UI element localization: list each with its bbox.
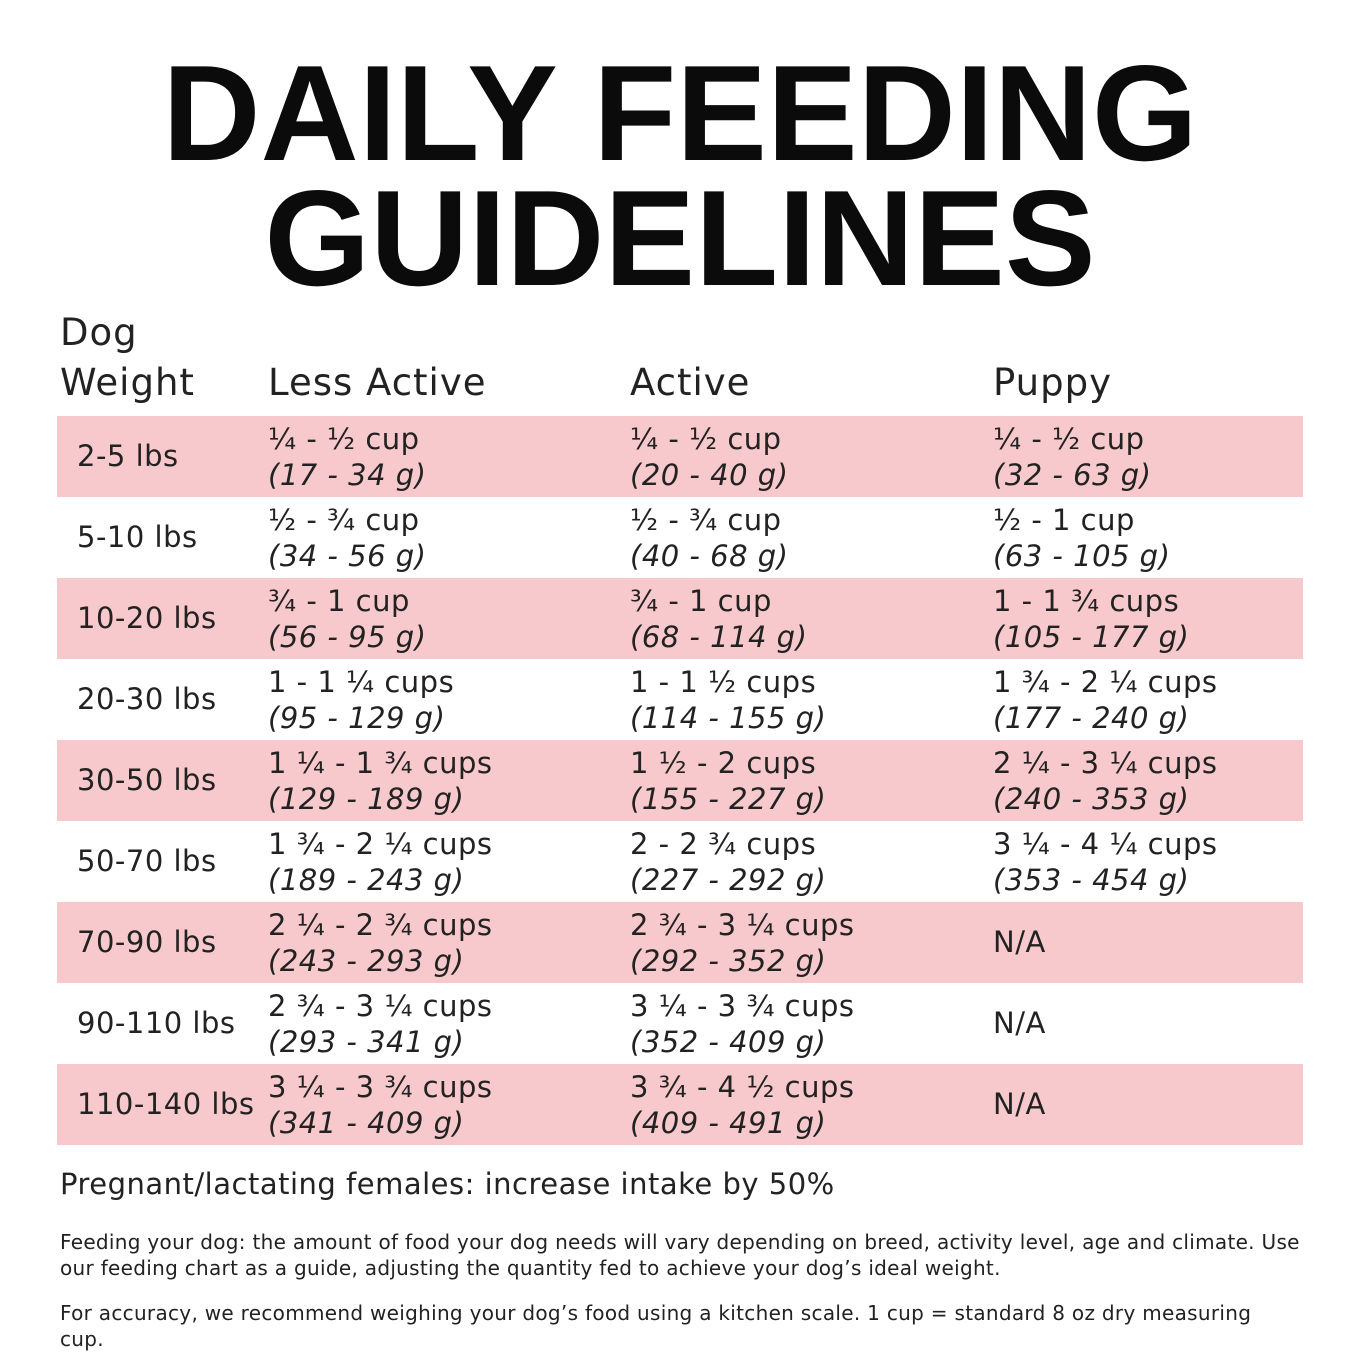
weight-cell: 50-70 lbs — [77, 844, 217, 878]
column-header: Less Active — [268, 361, 487, 404]
amount: ¾ - 1 cup — [630, 584, 772, 618]
grams: (189 - 243 g) — [268, 863, 465, 897]
amount: 2 ¾ - 3 ¼ cups — [630, 908, 855, 942]
grams: (227 - 292 g) — [630, 863, 827, 897]
grams: (177 - 240 g) — [993, 701, 1190, 735]
table-row: 70-90 lbs 2 ¼ - 2 ¾ cups (243 - 293 g) 2 ¾ … — [57, 902, 1303, 983]
weight-cell: 90-110 lbs — [77, 1006, 236, 1040]
amount: 3 ¼ - 3 ¾ cups — [630, 989, 855, 1023]
amount: N/A — [993, 1006, 1046, 1040]
amount: 1 - 1 ¼ cups — [268, 665, 455, 699]
note-paragraph: Feeding your dog: the amount of food you… — [60, 1230, 1300, 1280]
weight-cell: 110-140 lbs — [77, 1087, 255, 1121]
amount: 2 ¼ - 2 ¾ cups — [268, 908, 493, 942]
grams: (129 - 189 g) — [268, 782, 465, 816]
amount: 2 ¼ - 3 ¼ cups — [993, 746, 1218, 780]
table-row: 10-20 lbs ¾ - 1 cup (56 - 95 g) ¾ - 1 cup (6… — [57, 578, 1303, 659]
amount: 1 - 1 ½ cups — [630, 665, 817, 699]
table-row: 5-10 lbs ½ - ¾ cup (34 - 56 g) ½ - ¾ cup (40… — [57, 497, 1303, 578]
amount: ½ - ¾ cup — [630, 503, 782, 537]
grams: (292 - 352 g) — [630, 944, 827, 978]
table-row: 30-50 lbs 1 ¼ - 1 ¾ cups (129 - 189 g) 1 ½ … — [57, 740, 1303, 821]
amount: 1 ¾ - 2 ¼ cups — [268, 827, 493, 861]
weight-cell: 70-90 lbs — [77, 925, 217, 959]
note-paragraph: For accuracy, we recommend weighing your… — [60, 1301, 1252, 1351]
amount: ½ - 1 cup — [993, 503, 1135, 537]
amount: N/A — [993, 925, 1046, 959]
table-row: 20-30 lbs 1 - 1 ¼ cups (95 - 129 g) 1 - 1 ½… — [57, 659, 1303, 740]
grams: (409 - 491 g) — [630, 1106, 827, 1140]
title-line: DAILY FEEDING — [162, 37, 1198, 189]
amount: 2 ¾ - 3 ¼ cups — [268, 989, 493, 1023]
weight-cell: 5-10 lbs — [77, 520, 198, 554]
weight-cell: 2-5 lbs — [77, 439, 179, 473]
weight-cell: 10-20 lbs — [77, 601, 217, 635]
grams: (105 - 177 g) — [993, 620, 1190, 654]
grams: (114 - 155 g) — [630, 701, 827, 735]
grams: (95 - 129 g) — [268, 701, 446, 735]
grams: (56 - 95 g) — [268, 620, 427, 654]
column-header: Active — [630, 361, 751, 404]
amount: 3 ¼ - 4 ¼ cups — [993, 827, 1218, 861]
amount: ½ - ¾ cup — [268, 503, 420, 537]
amount: 1 ¾ - 2 ¼ cups — [993, 665, 1218, 699]
amount: ¼ - ½ cup — [993, 422, 1145, 456]
table-row: 2-5 lbs ¼ - ½ cup (17 - 34 g) ¼ - ½ cup (20 … — [57, 416, 1303, 497]
weight-cell: 20-30 lbs — [77, 682, 217, 716]
grams: (68 - 114 g) — [630, 620, 808, 654]
grams: (32 - 63 g) — [993, 458, 1152, 492]
table-row: 90-110 lbs 2 ¾ - 3 ¼ cups (293 - 341 g) 3 ¼… — [57, 983, 1303, 1064]
amount: 2 - 2 ¾ cups — [630, 827, 817, 861]
amount: 1 ½ - 2 cups — [630, 746, 817, 780]
weight-cell: 30-50 lbs — [77, 763, 217, 797]
amount: 3 ¾ - 4 ½ cups — [630, 1070, 855, 1104]
amount: ¼ - ½ cup — [630, 422, 782, 456]
column-header: Weight — [60, 361, 195, 404]
grams: (240 - 353 g) — [993, 782, 1190, 816]
grams: (63 - 105 g) — [993, 539, 1171, 573]
amount: N/A — [993, 1087, 1046, 1121]
amount: ¾ - 1 cup — [268, 584, 410, 618]
amount: 1 - 1 ¾ cups — [993, 584, 1180, 618]
grams: (353 - 454 g) — [993, 863, 1190, 897]
column-header: Dog — [60, 311, 138, 354]
grams: (17 - 34 g) — [268, 458, 427, 492]
grams: (34 - 56 g) — [268, 539, 427, 573]
grams: (20 - 40 g) — [630, 458, 789, 492]
table-row: 50-70 lbs 1 ¾ - 2 ¼ cups (189 - 243 g) 2 - … — [57, 821, 1303, 902]
amount: ¼ - ½ cup — [268, 422, 420, 456]
amount: 3 ¼ - 3 ¾ cups — [268, 1070, 493, 1104]
grams: (341 - 409 g) — [268, 1106, 465, 1140]
amount: 1 ¼ - 1 ¾ cups — [268, 746, 493, 780]
grams: (352 - 409 g) — [630, 1025, 827, 1059]
grams: (293 - 341 g) — [268, 1025, 465, 1059]
grams: (243 - 293 g) — [268, 944, 465, 978]
table-row: 110-140 lbs 3 ¼ - 3 ¾ cups (341 - 409 g) 3 … — [57, 1064, 1303, 1145]
grams: (40 - 68 g) — [630, 539, 789, 573]
note-highlight: Pregnant/lactating females: increase int… — [60, 1167, 835, 1201]
grams: (155 - 227 g) — [630, 782, 827, 816]
title-line: GUIDELINES — [264, 162, 1096, 314]
column-header: Puppy — [993, 361, 1112, 404]
